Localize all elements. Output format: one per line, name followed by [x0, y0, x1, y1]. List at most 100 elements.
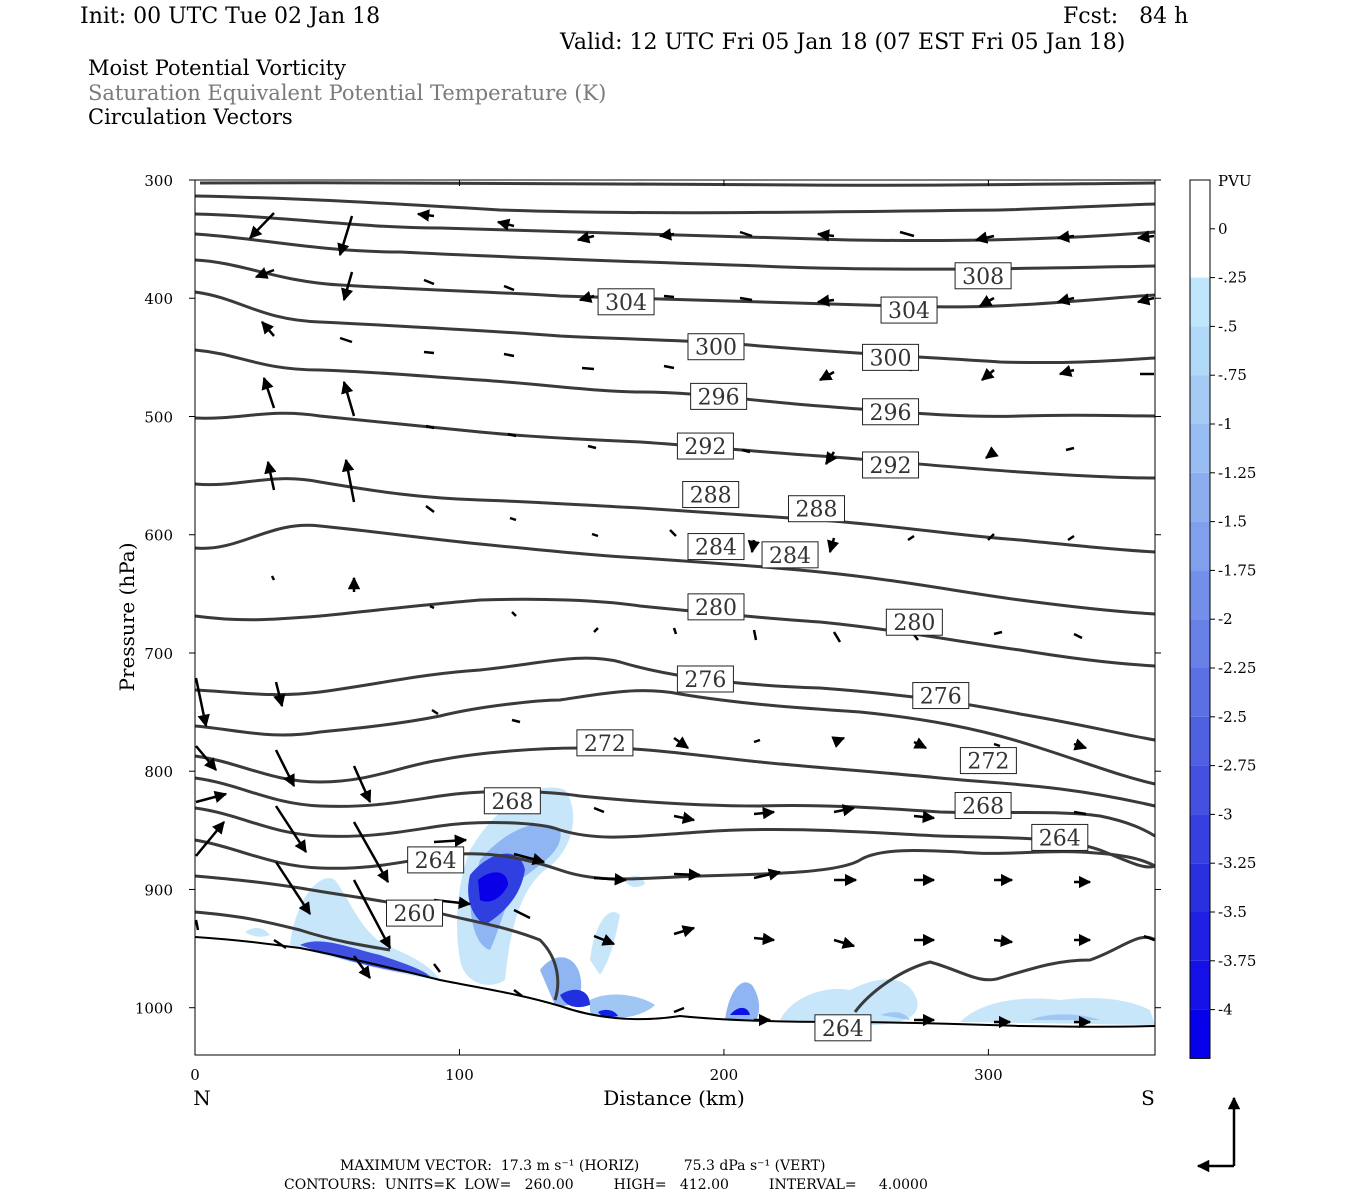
x-axis-end-left: N [193, 1086, 211, 1110]
contour-label-box [954, 792, 1012, 820]
x-tick-label: 100 [445, 1066, 474, 1084]
colorbar-swatch [1190, 472, 1210, 522]
contour-label-box [676, 432, 734, 460]
colorbar-swatch [1190, 326, 1210, 376]
contour-label-box [959, 747, 1017, 775]
colorbar-label: -.75 [1218, 366, 1247, 384]
y-tick-label: 900 [144, 881, 173, 899]
legend-mpv: Moist Potential Vorticity [88, 56, 346, 80]
colorbar-label: -1 [1218, 415, 1233, 433]
contour-label: 264 [822, 1017, 864, 1042]
x-tick-labels: 0 100 200 300 [190, 1066, 1002, 1084]
contour-label: 268 [962, 795, 1004, 820]
contour-label-box [576, 729, 634, 757]
forecast-hour: Fcst: 84 h [1063, 4, 1189, 29]
contour-label: 296 [870, 401, 912, 426]
y-tick-label: 700 [144, 645, 173, 663]
contour-label: 272 [967, 750, 1009, 775]
contour-label: 308 [962, 265, 1004, 290]
colorbar-swatch [1190, 228, 1210, 278]
colorbar-label: -4 [1218, 1001, 1233, 1019]
contour-label: 300 [870, 346, 912, 371]
contour-label: 272 [584, 732, 626, 757]
contour-label: 276 [920, 685, 962, 710]
colorbar-swatch [1190, 1009, 1210, 1059]
contour-label-box [1031, 823, 1089, 851]
contour-label-box [912, 682, 970, 710]
contour-label-box [862, 398, 920, 426]
colorbar-swatch [1190, 716, 1210, 766]
max-vector-info: MAXIMUM VECTOR: 17.3 m s⁻¹ (HORIZ) 75.3 … [340, 1158, 826, 1174]
colorbar-label: -3.75 [1218, 952, 1256, 970]
y-tick-label: 400 [144, 290, 173, 308]
init-time: Init: 00 UTC Tue 02 Jan 18 [80, 4, 381, 29]
contour-label-box [787, 495, 845, 523]
theta-contours [194, 181, 1156, 1013]
colorbar-label: -.25 [1218, 269, 1247, 287]
colorbar-label: -3.25 [1218, 854, 1256, 872]
contour-label: 260 [394, 902, 436, 927]
contour-label: 292 [870, 454, 912, 479]
contour-label: 284 [695, 536, 737, 561]
y-tick-labels: 300 400 500 600 700 800 900 1000 [135, 172, 173, 1018]
x-tick-label: 200 [710, 1066, 739, 1084]
contour-label: 300 [695, 336, 737, 361]
contour-label-box [880, 296, 938, 324]
colorbar-swatch [1190, 960, 1210, 1010]
colorbar-label: -1.5 [1218, 513, 1247, 531]
pv-shading [245, 787, 1155, 1025]
contour-label-box [597, 288, 655, 316]
colorbar-label: -3 [1218, 805, 1233, 823]
valid-time: Valid: 12 UTC Fri 05 Jan 18 (07 EST Fri … [560, 30, 1126, 55]
colorbar-label: -2.75 [1218, 757, 1256, 775]
y-tick-label: 500 [144, 408, 173, 426]
contour-label: 280 [695, 596, 737, 621]
small-vectors [194, 230, 1155, 1022]
colorbar: 0 -.25 -.5 -.75 -1 -1.25 -1.5 -1.75 -2 -2.25 -2.5 -… [1189, 179, 1256, 1059]
contour-label-box [687, 333, 745, 361]
colorbar-label: 0 [1218, 220, 1228, 238]
contour-label: 280 [893, 611, 935, 636]
contour-label-box [761, 541, 819, 569]
contour-label-box [386, 899, 444, 927]
contour-label: 304 [605, 291, 647, 316]
contour-label-box [690, 382, 748, 410]
contour-label-box [885, 608, 943, 636]
contour-label: 268 [491, 790, 533, 815]
contour-label: 296 [698, 385, 740, 410]
plot-frame [194, 179, 1156, 1056]
y-tick-label: 800 [144, 763, 173, 781]
colorbar-swatch [1190, 277, 1210, 327]
contour-label-box [862, 343, 920, 371]
circulation-vectors [194, 209, 1155, 1029]
colorbar-swatch [1190, 668, 1210, 717]
x-axis-end-right: S [1141, 1086, 1155, 1110]
colorbar-swatch [1190, 180, 1210, 229]
contour-label-box [954, 262, 1012, 290]
contour-label-box [682, 481, 740, 509]
colorbar-swatch [1190, 424, 1210, 473]
colorbar-label: -1.25 [1218, 464, 1256, 482]
contour-label: 276 [684, 668, 726, 693]
colorbar-label: -1.75 [1218, 561, 1256, 579]
x-tick-label: 0 [190, 1066, 200, 1084]
contour-label-box [862, 451, 920, 479]
contour-label: 292 [684, 435, 726, 460]
contour-label-box [687, 593, 745, 621]
contour-label: 264 [1039, 826, 1081, 851]
x-tick-label: 300 [974, 1066, 1003, 1084]
colorbar-label: -.5 [1218, 317, 1237, 335]
colorbar-swatch [1190, 765, 1210, 815]
colorbar-label: -3.5 [1218, 903, 1247, 921]
contour-label-box [814, 1014, 872, 1042]
colorbar-label: -2.25 [1218, 659, 1256, 677]
colorbar-label: -2.5 [1218, 708, 1247, 726]
contour-label: 288 [795, 498, 837, 523]
y-tick-label: 1000 [135, 1000, 173, 1018]
legend-vectors: Circulation Vectors [88, 105, 293, 129]
y-tick-label: 600 [144, 527, 173, 545]
colorbar-swatch [1190, 521, 1210, 571]
colorbar-swatch [1190, 912, 1210, 961]
colorbar-swatch [1190, 863, 1210, 912]
